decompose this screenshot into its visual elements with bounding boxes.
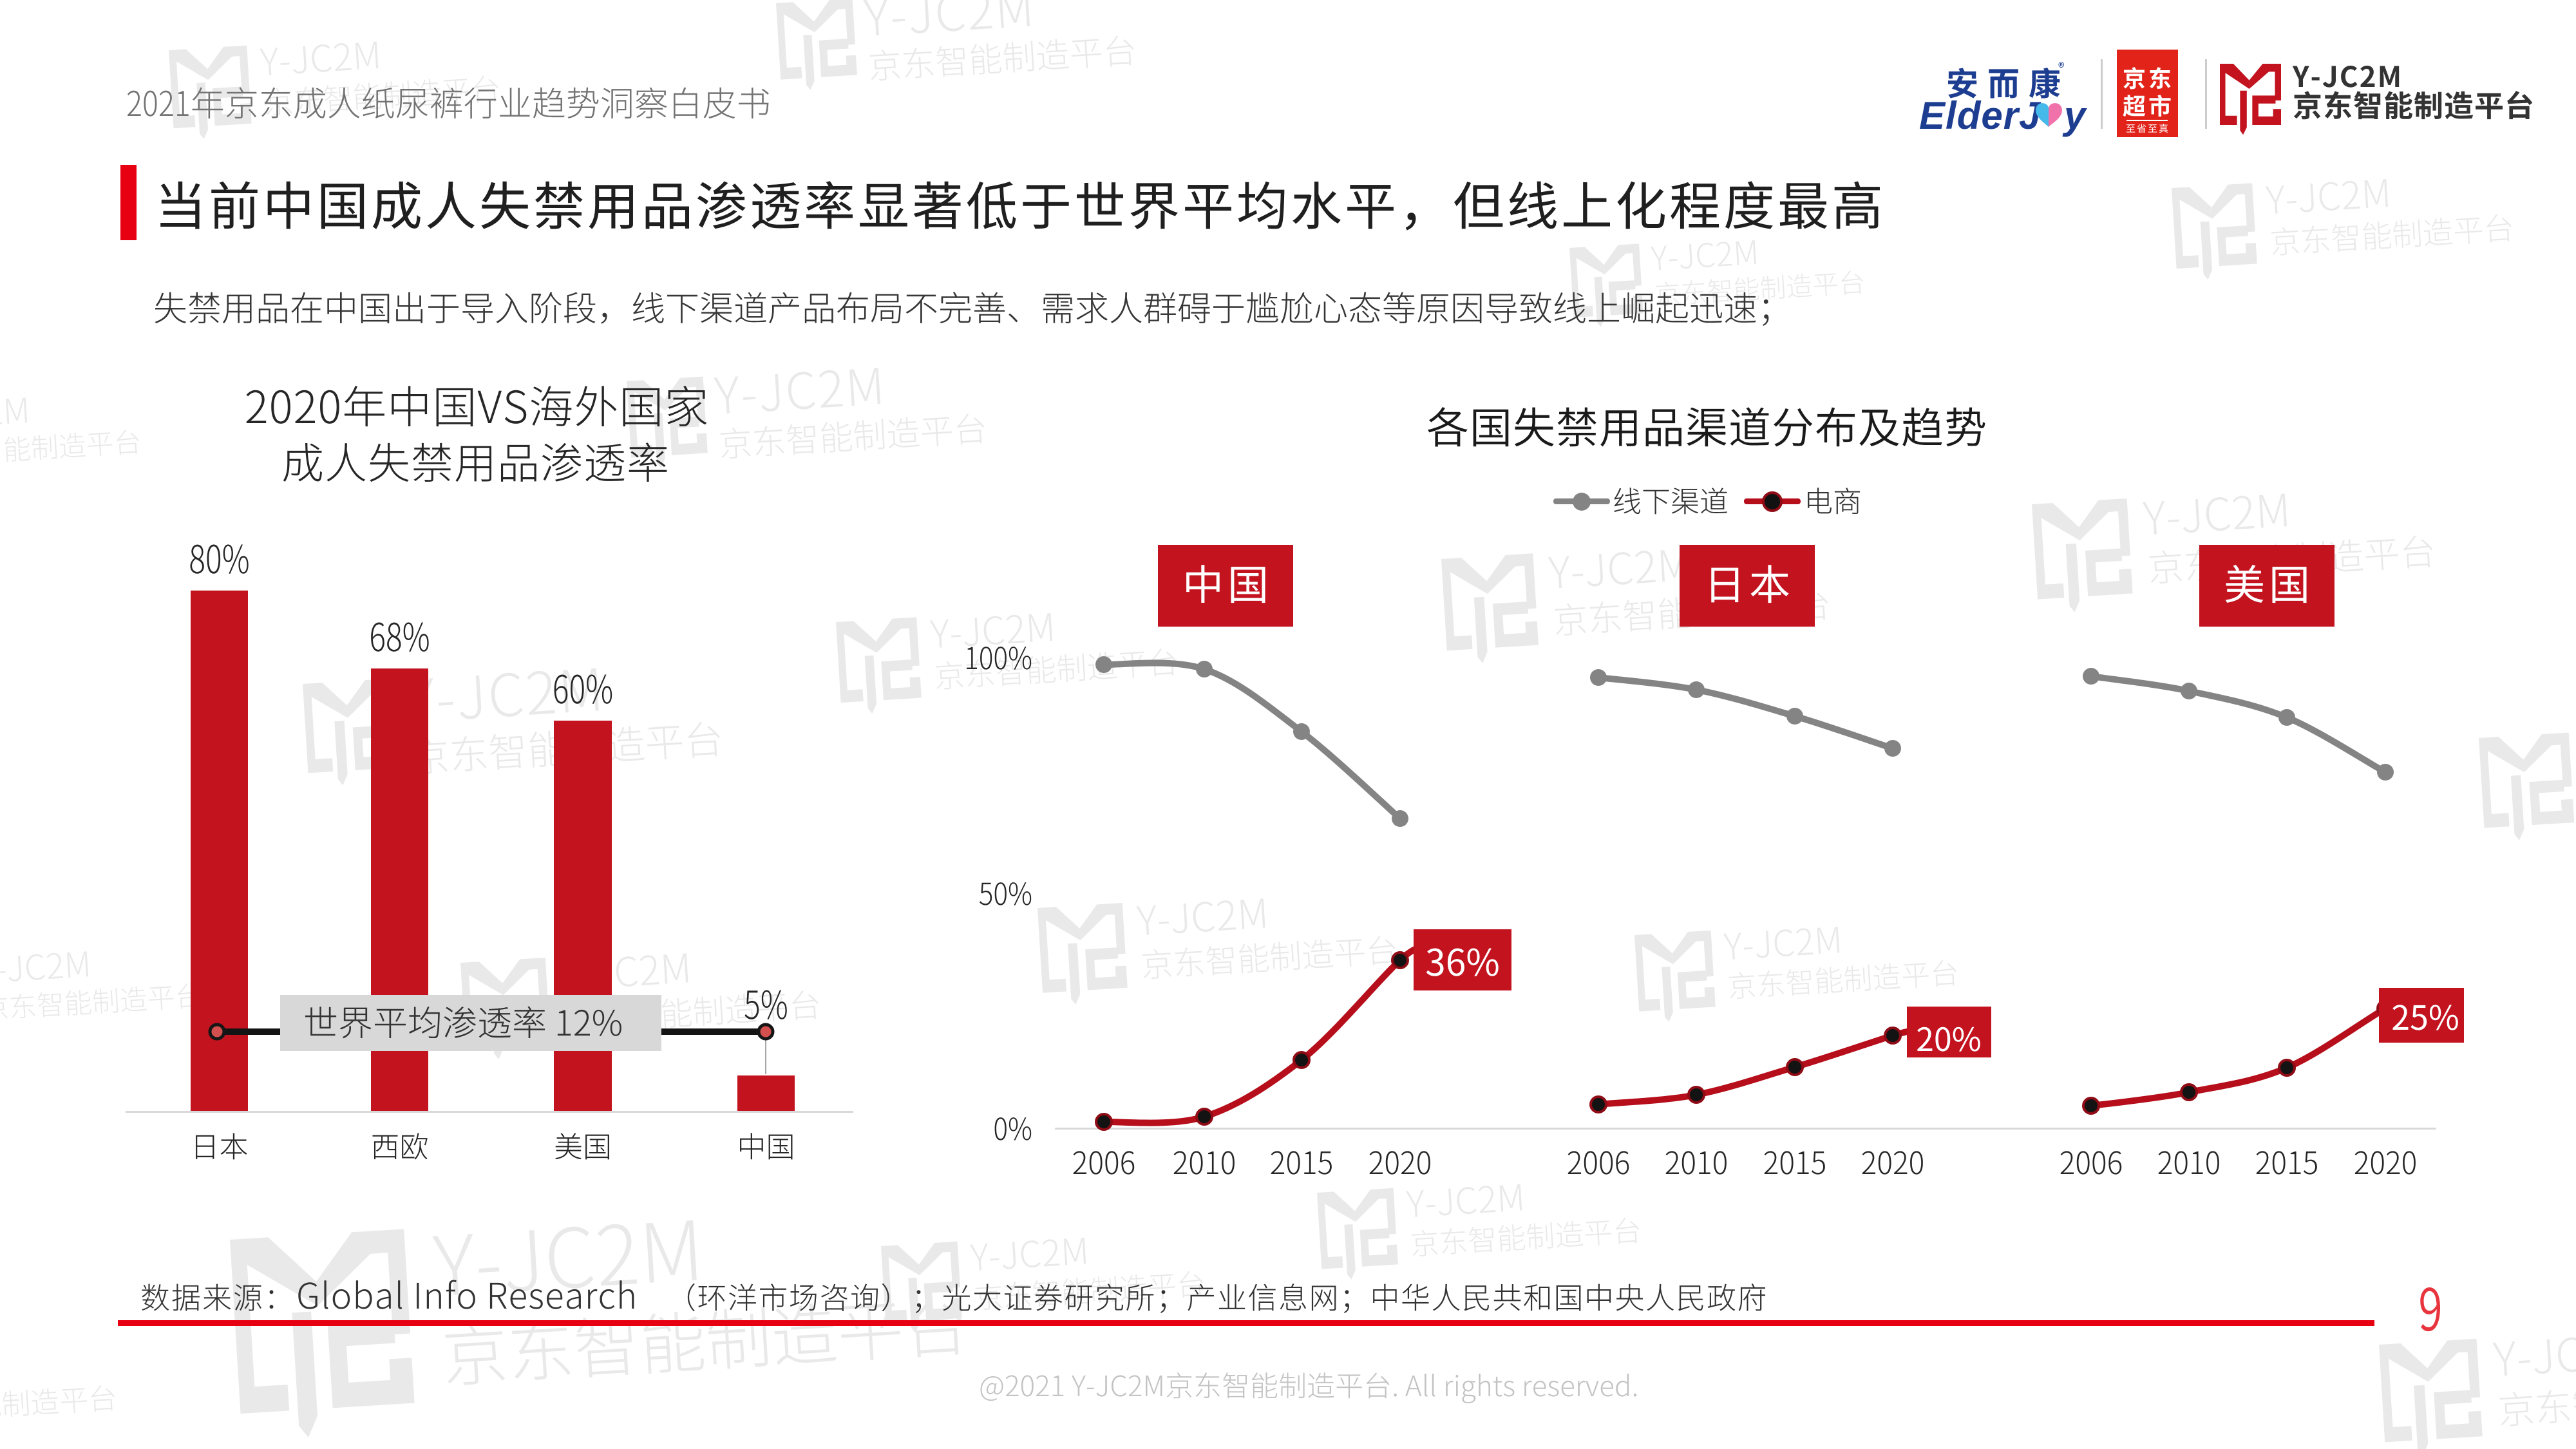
- svg-text:ElderJ: ElderJ: [1919, 94, 2041, 137]
- svg-text:y: y: [2062, 94, 2087, 137]
